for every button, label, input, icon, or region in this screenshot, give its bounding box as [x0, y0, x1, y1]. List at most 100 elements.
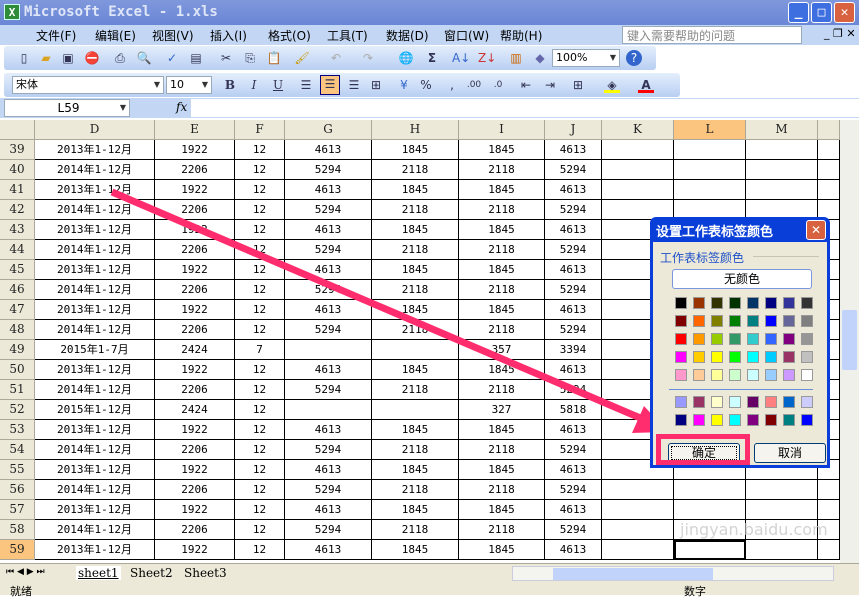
table-cell[interactable]: 2015年1-12月	[35, 400, 155, 420]
table-cell[interactable]: 2014年1-12月	[35, 160, 155, 180]
tab-navigation-icons[interactable]: ⏮ ◀ ▶ ⏭	[6, 567, 45, 577]
table-cell[interactable]: 2118	[459, 480, 545, 500]
table-cell[interactable]: 1845	[372, 460, 459, 480]
table-cell[interactable]: 12	[235, 480, 285, 500]
color-swatch[interactable]	[765, 396, 777, 408]
color-swatch[interactable]	[675, 351, 687, 363]
table-cell[interactable]: 4613	[285, 180, 372, 200]
color-swatch[interactable]	[693, 396, 705, 408]
color-swatch[interactable]	[747, 315, 759, 327]
color-swatch[interactable]	[729, 315, 741, 327]
table-cell[interactable]: 2118	[459, 380, 545, 400]
sort-ascending-icon[interactable]: A↓	[452, 51, 471, 65]
table-cell[interactable]: 2206	[155, 440, 235, 460]
color-swatch[interactable]	[675, 369, 687, 381]
align-right-icon[interactable]: ☰	[348, 78, 360, 92]
table-cell[interactable]: 5294	[285, 480, 372, 500]
table-cell[interactable]: 1845	[459, 540, 545, 560]
color-swatch[interactable]	[801, 351, 813, 363]
table-cell[interactable]: 4613	[545, 540, 602, 560]
table-cell[interactable]: 1845	[459, 220, 545, 240]
table-cell[interactable]: 2013年1-12月	[35, 420, 155, 440]
table-cell[interactable]	[674, 160, 746, 180]
table-cell[interactable]: 2118	[372, 160, 459, 180]
color-swatch[interactable]	[711, 351, 723, 363]
menu-item[interactable]: 数据(D)	[386, 29, 429, 43]
decrease-decimal-icon[interactable]: .0	[493, 80, 503, 90]
table-cell[interactable]: 12	[235, 520, 285, 540]
column-header[interactable]: L	[674, 120, 746, 140]
table-cell[interactable]: 4613	[545, 460, 602, 480]
table-cell[interactable]: 2013年1-12月	[35, 500, 155, 520]
table-cell[interactable]: 1845	[372, 420, 459, 440]
table-cell[interactable]: 1845	[459, 460, 545, 480]
table-cell[interactable]: 2206	[155, 200, 235, 220]
cancel-button[interactable]: 取消	[754, 443, 826, 463]
decrease-indent-icon[interactable]: ⇤	[520, 78, 532, 92]
table-cell[interactable]: 2015年1-7月	[35, 340, 155, 360]
align-center-icon[interactable]: ☰	[320, 75, 340, 95]
color-swatch[interactable]	[747, 351, 759, 363]
table-cell[interactable]	[746, 180, 818, 200]
table-cell[interactable]	[746, 140, 818, 160]
horizontal-scrollbar[interactable]	[512, 566, 834, 581]
table-cell[interactable]	[602, 500, 674, 520]
color-swatch[interactable]	[729, 351, 741, 363]
table-cell[interactable]: 1845	[372, 540, 459, 560]
sheet-tab[interactable]: Sheet2	[130, 566, 173, 580]
table-cell[interactable]: 12	[235, 180, 285, 200]
table-cell[interactable]: 5294	[545, 520, 602, 540]
row-header[interactable]: 52	[0, 400, 35, 420]
table-cell[interactable]: 5294	[285, 240, 372, 260]
color-swatch[interactable]	[675, 396, 687, 408]
table-cell[interactable]: 2206	[155, 480, 235, 500]
save-icon[interactable]: ▣	[62, 51, 74, 65]
redo-icon[interactable]: ↷	[362, 51, 374, 65]
color-swatch[interactable]	[765, 333, 777, 345]
table-cell[interactable]	[674, 540, 746, 560]
table-cell[interactable]: 1845	[459, 360, 545, 380]
table-cell[interactable]: 2118	[372, 240, 459, 260]
table-cell[interactable]: 12	[235, 140, 285, 160]
formula-input[interactable]	[191, 99, 859, 117]
color-swatch[interactable]	[711, 369, 723, 381]
row-header[interactable]: 54	[0, 440, 35, 460]
table-cell[interactable]: 5294	[285, 380, 372, 400]
table-cell[interactable]	[602, 540, 674, 560]
table-cell[interactable]: 2206	[155, 520, 235, 540]
table-cell[interactable]	[818, 480, 840, 500]
table-cell[interactable]	[818, 500, 840, 520]
row-header[interactable]: 55	[0, 460, 35, 480]
table-cell[interactable]: 12	[235, 440, 285, 460]
table-cell[interactable]	[674, 500, 746, 520]
table-cell[interactable]: 5294	[545, 440, 602, 460]
h-scroll-thumb[interactable]	[553, 568, 713, 580]
color-swatch[interactable]	[675, 414, 687, 426]
table-cell[interactable]: 1922	[155, 420, 235, 440]
row-header[interactable]: 39	[0, 140, 35, 160]
format-painter-icon[interactable]: 🖌	[294, 51, 310, 65]
close-button[interactable]: ✕	[834, 2, 855, 23]
table-cell[interactable]: 12	[235, 200, 285, 220]
table-cell[interactable]: 4613	[545, 180, 602, 200]
table-cell[interactable]: 4613	[285, 500, 372, 520]
table-cell[interactable]	[818, 160, 840, 180]
menu-item[interactable]: 工具(T)	[327, 29, 368, 43]
new-icon[interactable]: ▯	[20, 51, 28, 65]
table-cell[interactable]: 4613	[545, 420, 602, 440]
table-cell[interactable]: 4613	[545, 220, 602, 240]
color-swatch[interactable]	[675, 315, 687, 327]
color-swatch[interactable]	[765, 369, 777, 381]
color-swatch[interactable]	[693, 315, 705, 327]
color-swatch[interactable]	[783, 414, 795, 426]
italic-button[interactable]: I	[251, 78, 257, 92]
paste-icon[interactable]: 📋	[266, 51, 282, 65]
table-cell[interactable]: 2118	[372, 200, 459, 220]
color-swatch[interactable]	[801, 333, 813, 345]
table-cell[interactable]: 12	[235, 160, 285, 180]
vertical-scrollbar[interactable]	[840, 120, 859, 563]
color-swatch[interactable]	[783, 315, 795, 327]
color-swatch[interactable]	[765, 315, 777, 327]
table-cell[interactable]	[674, 460, 746, 480]
table-cell[interactable]: 2118	[459, 320, 545, 340]
